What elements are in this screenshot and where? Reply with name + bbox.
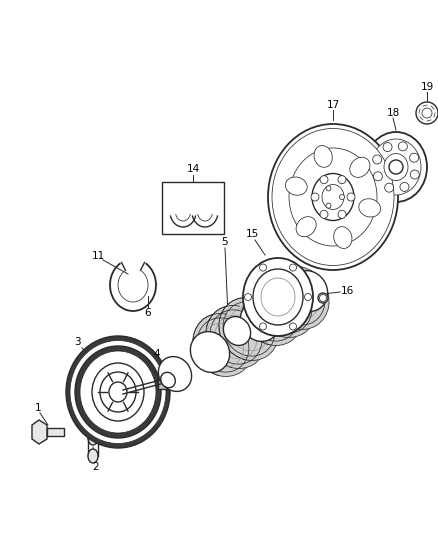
Text: 19: 19 (420, 82, 434, 92)
Ellipse shape (371, 139, 421, 195)
Circle shape (259, 323, 266, 330)
Circle shape (416, 102, 438, 124)
Ellipse shape (296, 216, 316, 237)
Circle shape (311, 193, 319, 201)
Ellipse shape (272, 128, 394, 265)
Ellipse shape (80, 351, 156, 433)
Ellipse shape (314, 146, 332, 167)
Circle shape (383, 142, 392, 151)
Circle shape (347, 193, 355, 201)
Ellipse shape (75, 346, 161, 438)
Ellipse shape (365, 132, 427, 202)
Polygon shape (47, 428, 64, 436)
Circle shape (410, 170, 419, 179)
Ellipse shape (240, 301, 279, 342)
Circle shape (338, 211, 346, 219)
Ellipse shape (159, 357, 191, 391)
Text: 3: 3 (74, 337, 80, 347)
Ellipse shape (350, 157, 370, 177)
Ellipse shape (286, 177, 307, 195)
FancyBboxPatch shape (162, 182, 224, 234)
Circle shape (290, 323, 297, 330)
Circle shape (320, 211, 328, 219)
Text: 4: 4 (154, 349, 160, 359)
Circle shape (326, 186, 331, 191)
Circle shape (400, 182, 409, 191)
Ellipse shape (359, 199, 381, 217)
Ellipse shape (109, 382, 127, 402)
Circle shape (326, 203, 331, 208)
Circle shape (304, 294, 311, 301)
Ellipse shape (70, 341, 166, 443)
Ellipse shape (253, 269, 303, 325)
Ellipse shape (268, 124, 398, 270)
Circle shape (385, 183, 394, 192)
Circle shape (259, 264, 266, 271)
Ellipse shape (261, 278, 295, 316)
Text: 1: 1 (35, 403, 41, 413)
Circle shape (410, 153, 419, 162)
Circle shape (389, 160, 403, 174)
Circle shape (398, 142, 407, 151)
Circle shape (318, 293, 328, 303)
Ellipse shape (334, 227, 352, 248)
Ellipse shape (88, 449, 98, 463)
Text: 5: 5 (221, 237, 227, 247)
Circle shape (422, 108, 432, 118)
Polygon shape (158, 375, 170, 389)
Text: 14: 14 (187, 164, 200, 174)
Circle shape (373, 155, 381, 164)
Text: 2: 2 (93, 462, 99, 472)
Ellipse shape (88, 431, 98, 445)
Text: 15: 15 (245, 229, 258, 239)
Text: 16: 16 (340, 286, 353, 296)
Ellipse shape (243, 282, 303, 345)
Ellipse shape (288, 271, 328, 311)
Ellipse shape (243, 258, 313, 336)
Ellipse shape (322, 184, 344, 209)
Ellipse shape (92, 363, 144, 421)
Circle shape (320, 176, 328, 184)
Circle shape (338, 176, 346, 184)
Text: 11: 11 (92, 251, 105, 261)
Ellipse shape (193, 313, 253, 376)
Ellipse shape (312, 174, 354, 221)
Ellipse shape (223, 317, 251, 345)
Text: 18: 18 (386, 108, 399, 118)
Ellipse shape (289, 148, 377, 246)
Ellipse shape (273, 285, 300, 313)
Ellipse shape (206, 305, 266, 368)
Circle shape (339, 195, 345, 199)
Ellipse shape (269, 266, 329, 329)
Ellipse shape (191, 332, 230, 373)
Ellipse shape (100, 372, 136, 412)
Circle shape (373, 172, 382, 181)
Ellipse shape (66, 336, 170, 448)
Circle shape (290, 264, 297, 271)
Ellipse shape (256, 274, 316, 337)
Text: 6: 6 (145, 308, 151, 318)
Ellipse shape (161, 372, 175, 387)
Text: 17: 17 (326, 100, 339, 110)
Ellipse shape (219, 297, 279, 360)
Ellipse shape (384, 154, 408, 181)
Circle shape (244, 294, 251, 301)
Polygon shape (32, 420, 47, 444)
